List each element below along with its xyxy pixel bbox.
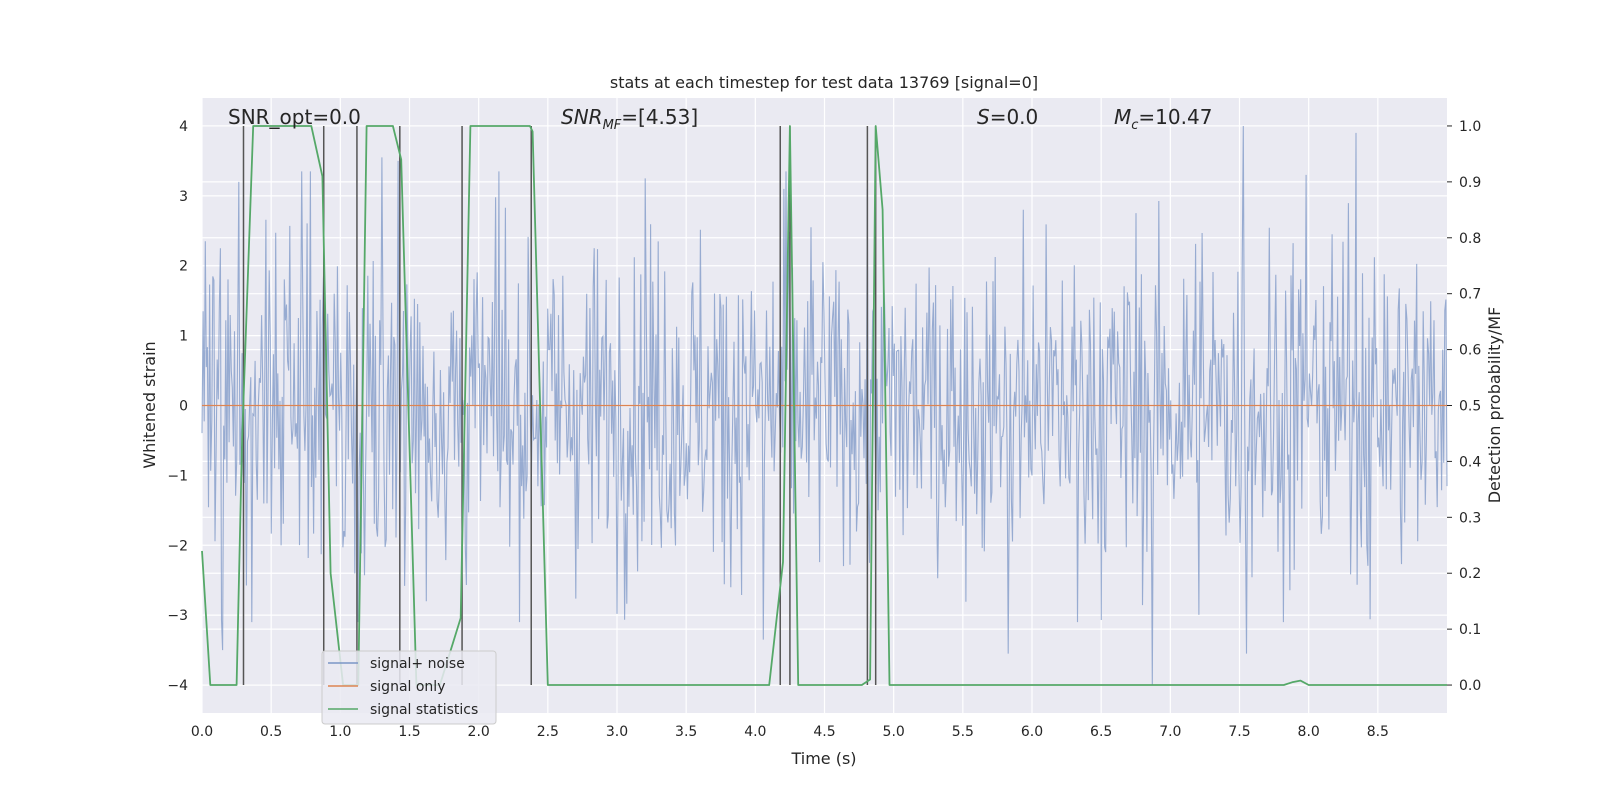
x-tick-label: 0.5 (260, 724, 282, 740)
legend-label-statistics: signal statistics (370, 702, 478, 718)
legend-label-signal-only: signal only (370, 679, 445, 695)
x-tick-label: 4.0 (744, 724, 766, 740)
x-tick-label: 5.0 (883, 724, 905, 740)
noise-series-layer (201, 125, 1448, 686)
mc-subscript: c (1131, 118, 1138, 133)
y-tick-label-left: 0 (179, 399, 188, 415)
legend-label-noise: signal+ noise (370, 656, 465, 672)
legend-box (321, 650, 497, 725)
annotation-snr-mf: SNRMF=[4.53] (561, 105, 698, 133)
series-signal-plus-noise (201, 125, 1448, 686)
y-tick-label-left: −2 (167, 538, 188, 554)
snr-mf-value: =[4.53] (621, 105, 698, 129)
y-tick-label-right: 0.4 (1459, 454, 1481, 470)
x-tick-label: 0.0 (191, 724, 213, 740)
x-tick-label: 1.0 (329, 724, 351, 740)
x-tick-label: 4.5 (813, 724, 835, 740)
x-tick-label: 8.5 (1367, 724, 1389, 740)
y-tick-label-right: 0.3 (1459, 510, 1481, 526)
tick-labels-layer: 0.0 0.5 1.0 1.5 2.0 2.5 3.0 3.5 4.0 4.5 5.0 5.5 6.0 6… (167, 119, 1481, 740)
s-value: =0.0 (990, 105, 1039, 129)
y-tick-label-left: 4 (179, 119, 188, 135)
y-tick-label-left: 1 (179, 329, 188, 345)
x-tick-label: 1.5 (398, 724, 420, 740)
mc-symbol: M (1114, 105, 1131, 129)
legend: signal+ noise signal only signal statist… (321, 650, 497, 725)
s-symbol: S (977, 105, 990, 129)
x-axis-label: Time (s) (790, 749, 856, 768)
series-signal-statistics (201, 125, 1447, 686)
y-tick-label-right: 0.1 (1459, 622, 1481, 638)
y-tick-label-right: 0.6 (1459, 343, 1481, 359)
y-tick-label-left: −1 (167, 468, 188, 484)
y-tick-label-left: −3 (167, 608, 188, 624)
x-tick-label: 7.0 (1159, 724, 1181, 740)
y-tick-label-right: 0.0 (1459, 678, 1481, 694)
y-tick-label-right: 1.0 (1459, 119, 1481, 135)
y-axis-label-right: Detection probability/MF (1485, 307, 1504, 504)
annotations: SNR_opt=0.0 SNRMF=[4.53] S=0.0 Mc=10.47 (228, 105, 1212, 133)
x-tick-label: 3.5 (675, 724, 697, 740)
y-tick-label-right: 0.8 (1459, 231, 1481, 247)
y-tick-label-left: 3 (179, 189, 188, 205)
mc-value: =10.47 (1138, 105, 1212, 129)
y-axis-label-left: Whitened strain (140, 341, 159, 468)
annotation-snr-opt: SNR_opt=0.0 (228, 105, 361, 129)
snr-mf-subscript: MF (603, 118, 622, 133)
x-tick-label: 7.5 (1228, 724, 1250, 740)
y-tick-label-right: 0.7 (1459, 287, 1481, 303)
y-tick-label-left: −4 (167, 678, 188, 694)
x-tick-label: 3.0 (606, 724, 628, 740)
chart-title: stats at each timestep for test data 137… (610, 73, 1038, 92)
x-tick-label: 2.5 (537, 724, 559, 740)
x-tick-label: 6.5 (1090, 724, 1112, 740)
y-tick-label-left: 2 (179, 259, 188, 275)
y-tick-label-right: 0.9 (1459, 175, 1481, 191)
signal-statistics-layer (201, 125, 1447, 686)
x-tick-label: 2.0 (468, 724, 490, 740)
y-tick-label-right: 0.2 (1459, 566, 1481, 582)
x-tick-label: 8.0 (1298, 724, 1320, 740)
y-tick-label-right: 0.5 (1459, 399, 1481, 415)
x-tick-label: 5.5 (952, 724, 974, 740)
annotation-s: S=0.0 (977, 105, 1038, 129)
snr-mf-symbol: SNR (561, 105, 603, 129)
x-tick-label: 6.0 (1021, 724, 1043, 740)
annotation-mc: Mc=10.47 (1114, 105, 1212, 133)
